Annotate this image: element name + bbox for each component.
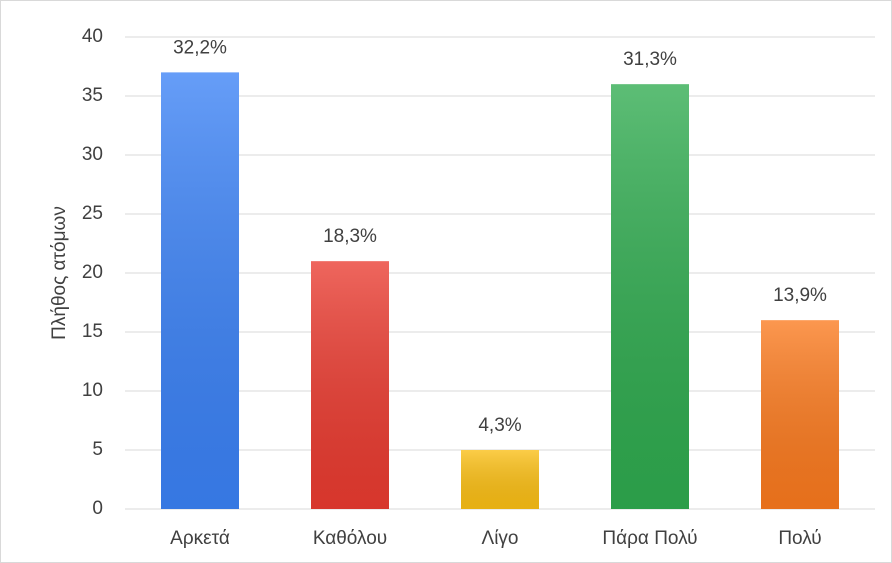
y-tick-label: 15: [82, 321, 103, 342]
data-label: 32,2%: [173, 37, 227, 58]
data-label: 31,3%: [623, 49, 677, 70]
y-tick-label: 0: [92, 498, 103, 519]
y-tick-label: 40: [82, 26, 103, 47]
bar: [461, 450, 539, 509]
y-tick-label: 35: [82, 85, 103, 106]
x-tick-label: Πάρα Πολύ: [602, 528, 697, 549]
bar: [161, 72, 239, 510]
y-tick-label: 25: [82, 203, 103, 224]
x-tick-label: Πολύ: [778, 528, 821, 549]
bar: [761, 320, 839, 509]
bar: [311, 261, 389, 509]
data-label: 13,9%: [773, 285, 827, 306]
bar: [611, 84, 689, 509]
y-tick-label: 30: [82, 144, 103, 165]
data-label: 4,3%: [478, 415, 521, 436]
x-tick-label: Λίγο: [482, 528, 519, 549]
y-tick-label: 20: [82, 262, 103, 283]
data-label: 18,3%: [323, 226, 377, 247]
y-axis-label: Πλήθος ατόμων: [49, 206, 70, 340]
x-tick-label: Καθόλου: [313, 528, 387, 549]
x-tick-label: Αρκετά: [170, 528, 230, 549]
y-tick-label: 5: [92, 439, 103, 460]
y-tick-label: 10: [82, 380, 103, 401]
